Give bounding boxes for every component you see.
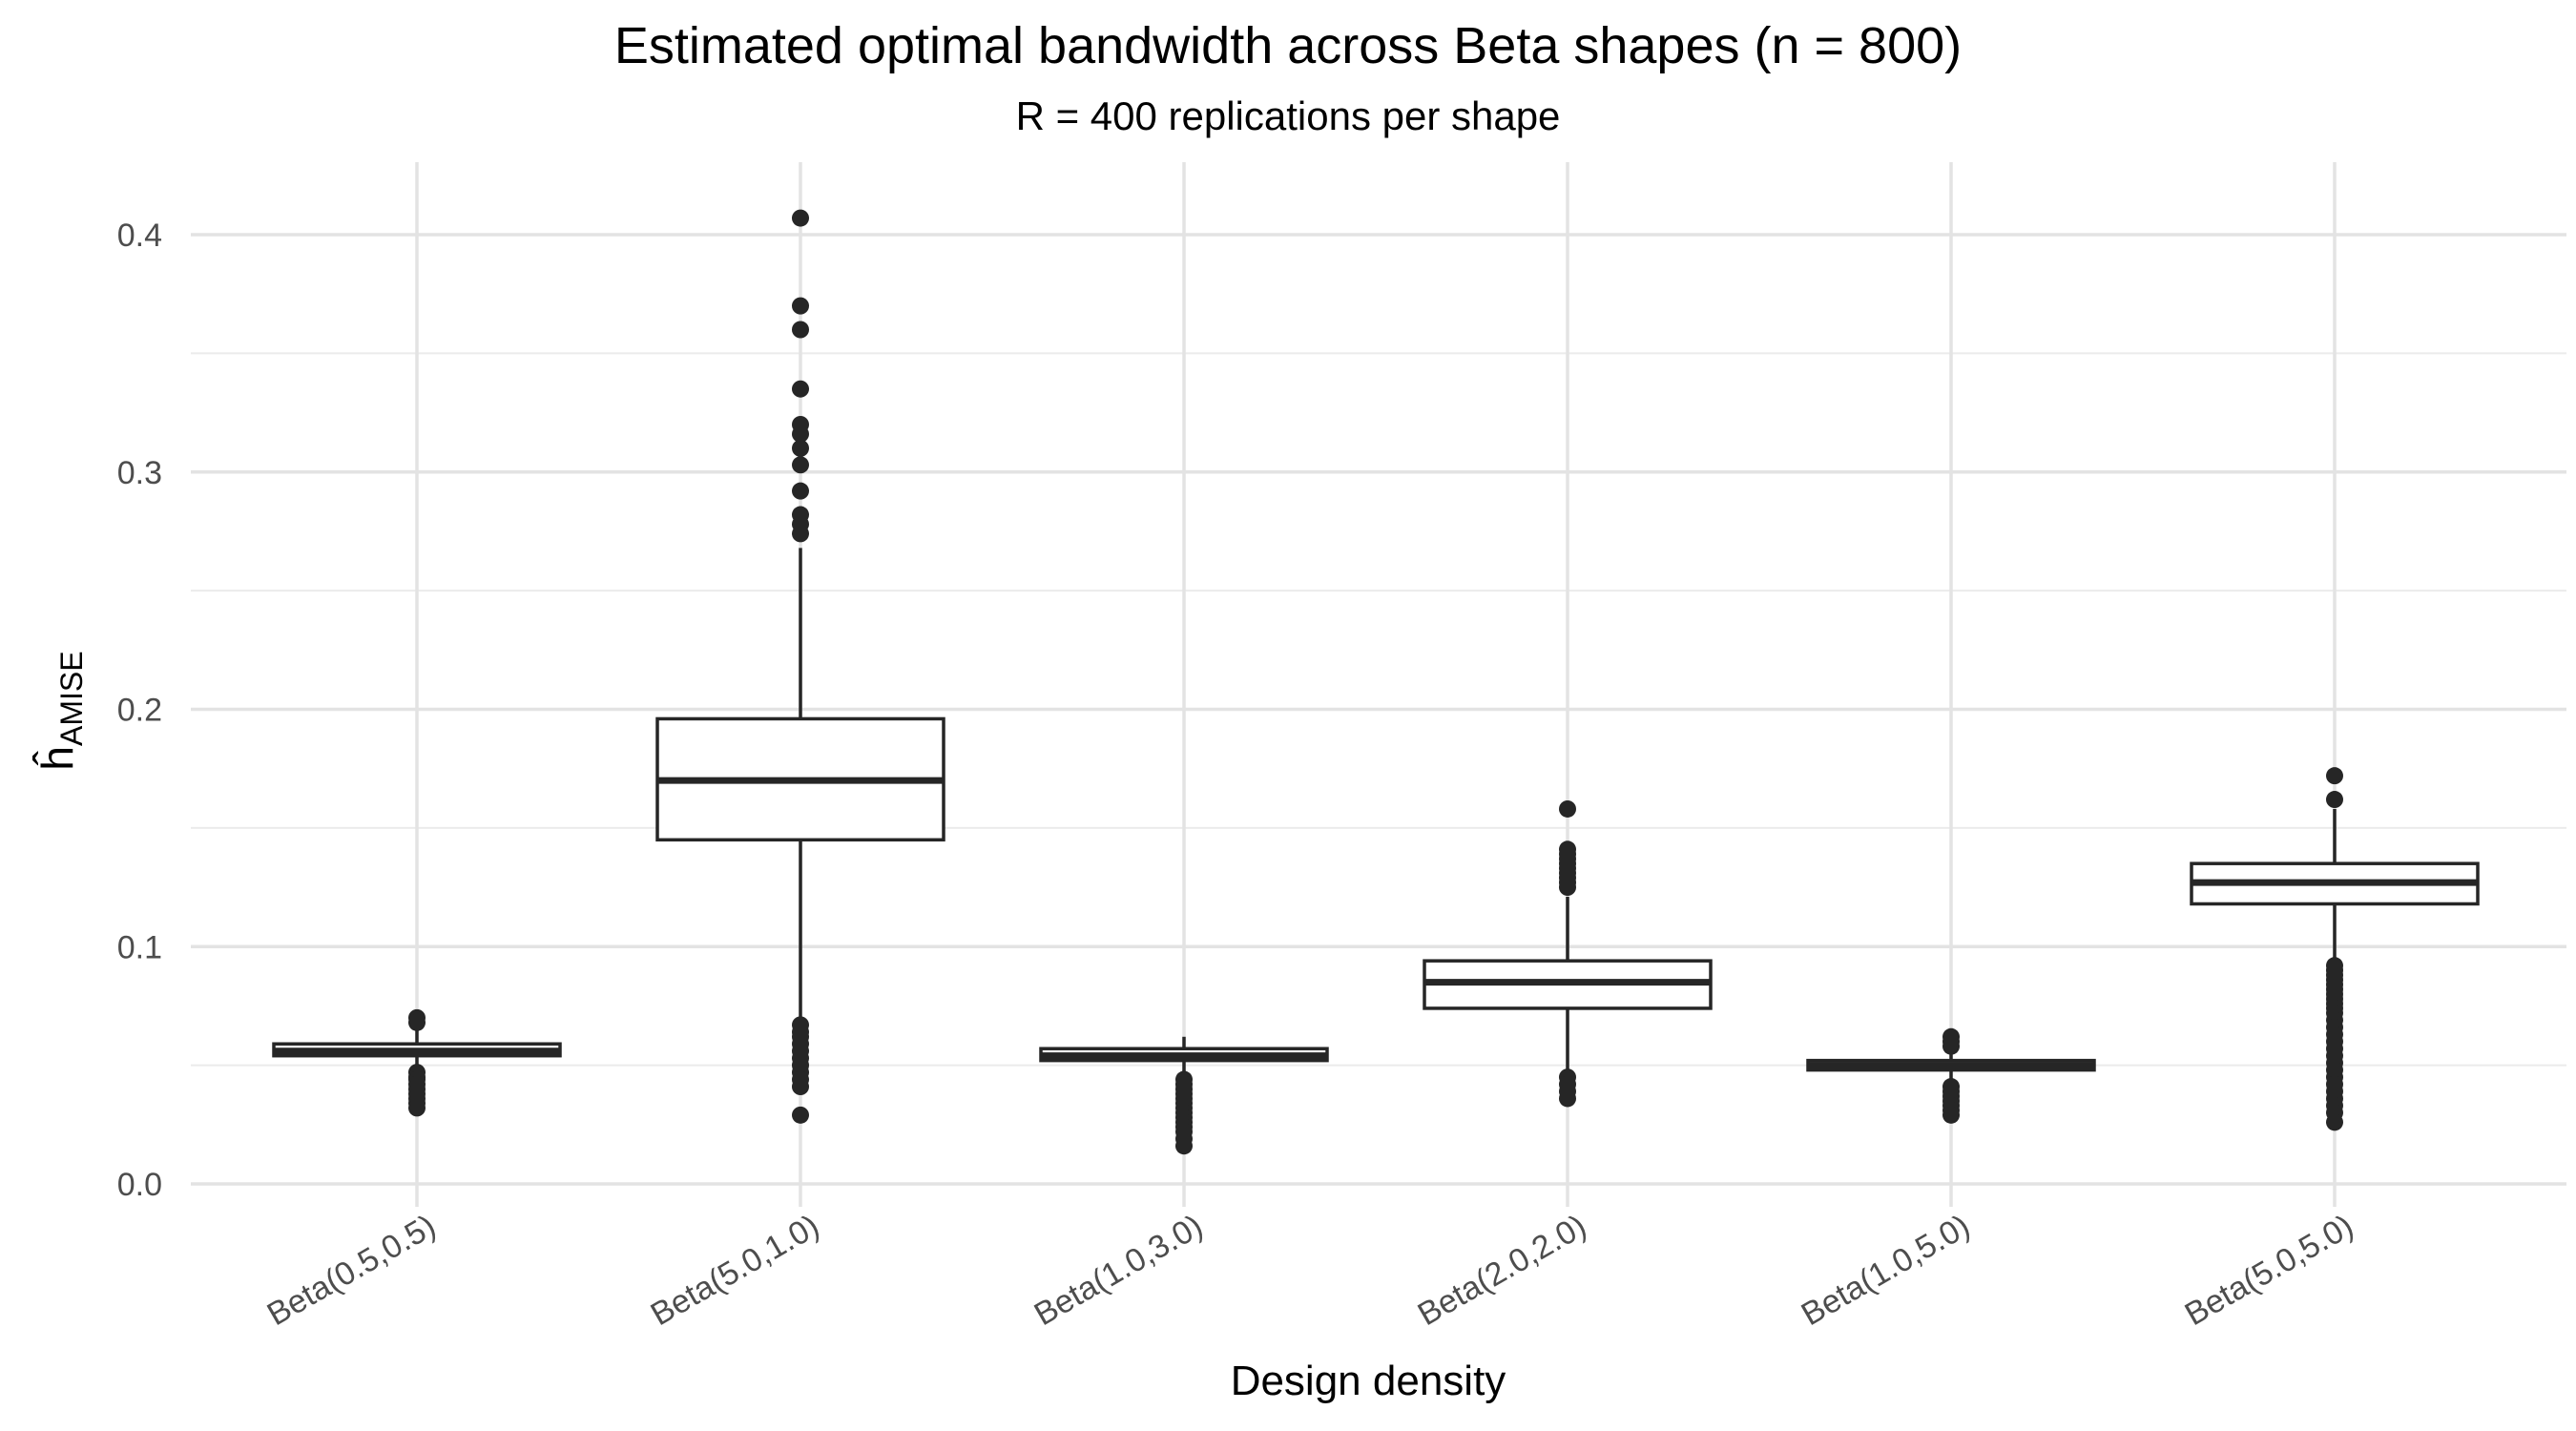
outlier-point [2326, 791, 2343, 809]
outlier-point [408, 1013, 426, 1031]
x-tick-label: Beta(1.0,5.0) [1796, 1208, 1976, 1333]
box-group [1806, 1027, 2096, 1124]
outlier-point [1175, 1137, 1193, 1155]
outlier-point [2326, 767, 2343, 785]
x-tick-label: Beta(5.0,1.0) [645, 1208, 825, 1333]
y-tick-label: 0.4 [117, 218, 162, 254]
outlier-point [792, 425, 809, 443]
y-tick-label: 0.2 [117, 693, 162, 729]
x-axis-title: Design density [1231, 1358, 1506, 1404]
outlier-point [792, 209, 809, 227]
outlier-point [1559, 879, 1576, 897]
svg-text:ĥAMISE: ĥAMISE [32, 651, 89, 770]
outlier-point [792, 321, 809, 339]
y-tick-label: 0.1 [117, 929, 162, 965]
outlier-point [792, 482, 809, 500]
box-group [1039, 1036, 1329, 1155]
boxes [272, 209, 2480, 1155]
x-tick-label: Beta(5.0,5.0) [2179, 1208, 2359, 1333]
outlier-point [792, 1078, 809, 1096]
outlier-point [1942, 1037, 1960, 1055]
outlier-point [792, 297, 809, 315]
outlier-point [1559, 1089, 1576, 1108]
outlier-point [792, 439, 809, 457]
x-tick-label: Beta(1.0,3.0) [1028, 1208, 1209, 1333]
y-axis-ticks: 0.0 0.1 0.2 0.3 0.4 [117, 218, 162, 1203]
outlier-point [1559, 799, 1576, 818]
chart-subtitle: R = 400 replications per shape [1015, 93, 1561, 138]
y-axis-title-sub: AMISE [54, 651, 89, 746]
outlier-point [2326, 1113, 2343, 1131]
x-tick-label: Beta(2.0,2.0) [1412, 1208, 1592, 1333]
outlier-point [792, 525, 809, 543]
y-axis-title: ĥAMISE [32, 651, 89, 770]
outlier-point [408, 1099, 426, 1117]
outlier-point [1942, 1106, 1960, 1124]
box-group [272, 1008, 562, 1117]
y-tick-label: 0.0 [117, 1167, 162, 1203]
outlier-point [792, 380, 809, 398]
outlier-point [792, 1106, 809, 1124]
outlier-point [792, 456, 809, 474]
chart-title: Estimated optimal bandwidth across Beta … [613, 17, 1963, 74]
x-tick-label: Beta(0.5,0.5) [261, 1208, 442, 1333]
y-axis-title-main: ĥ [32, 746, 82, 771]
box-group [655, 209, 945, 1124]
box-group [2190, 767, 2480, 1131]
box-group [1423, 799, 1713, 1108]
y-tick-label: 0.3 [117, 455, 162, 491]
x-axis-ticks: Beta(0.5,0.5) Beta(5.0,1.0) Beta(1.0,3.0) B… [261, 1208, 2359, 1333]
